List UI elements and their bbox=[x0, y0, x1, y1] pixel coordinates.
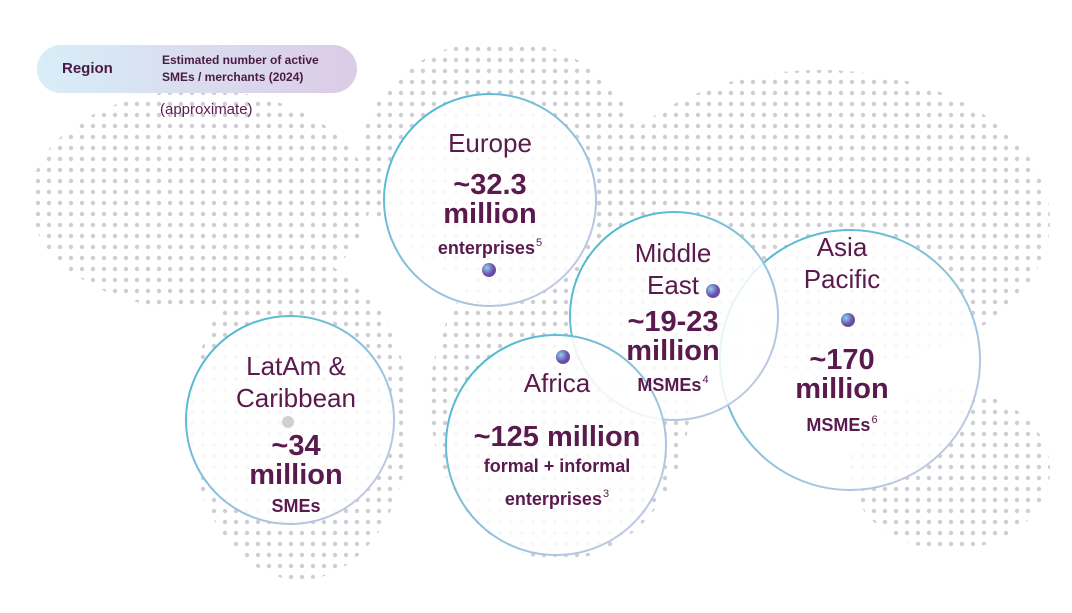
footnote: 4 bbox=[702, 374, 709, 386]
region-value-text: ~125 million bbox=[473, 421, 641, 453]
region-unit: MSMEs4 bbox=[573, 366, 773, 399]
region-name-text: Africa bbox=[523, 368, 591, 398]
region-header: Region bbox=[62, 60, 113, 77]
region-unit: SMEs bbox=[196, 492, 396, 520]
region-name-text: Europe bbox=[448, 128, 532, 158]
metric-header: Estimated number of active SMEs / mercha… bbox=[162, 53, 319, 84]
region-name-text: Asia Pacific bbox=[803, 232, 881, 294]
region-value: ~32.3 million bbox=[420, 171, 560, 229]
region-unit: enterprises5 bbox=[390, 229, 590, 262]
region-name: LatAm & Caribbean bbox=[216, 350, 376, 414]
region-unit-text: SMEs bbox=[271, 496, 321, 516]
region-value-text: ~34 million bbox=[249, 430, 343, 491]
region-name: Asia Pacific bbox=[782, 231, 902, 295]
region-value-text: ~32.3 million bbox=[443, 169, 537, 230]
region-value: ~170 million bbox=[777, 346, 907, 404]
region-name: Europe bbox=[390, 127, 590, 159]
footnote: 3 bbox=[602, 488, 610, 500]
region-unit-text: MSMEs bbox=[806, 415, 871, 435]
region-name: Africa bbox=[457, 367, 657, 399]
region-name-text: Middle East bbox=[634, 238, 712, 300]
region-value: ~125 million bbox=[457, 423, 657, 452]
region-unit-text: MSMEs bbox=[637, 375, 702, 395]
region-unit: formal + informal enterprises3 bbox=[462, 452, 652, 513]
region-value: ~34 million bbox=[236, 432, 356, 490]
region-unit-text: formal + informal enterprises bbox=[483, 456, 631, 509]
region-name-text: LatAm & Caribbean bbox=[236, 351, 356, 413]
region-unit-text: enterprises bbox=[437, 238, 535, 258]
region-name: Middle East bbox=[613, 237, 733, 301]
region-unit: MSMEs6 bbox=[742, 406, 942, 439]
region-value: ~19-23 million bbox=[603, 308, 743, 366]
footnote: 6 bbox=[871, 414, 878, 426]
note: (approximate) bbox=[160, 101, 253, 118]
region-value-text: ~19-23 million bbox=[626, 306, 720, 367]
footnote: 5 bbox=[535, 237, 543, 249]
region-value-text: ~170 million bbox=[795, 344, 889, 405]
